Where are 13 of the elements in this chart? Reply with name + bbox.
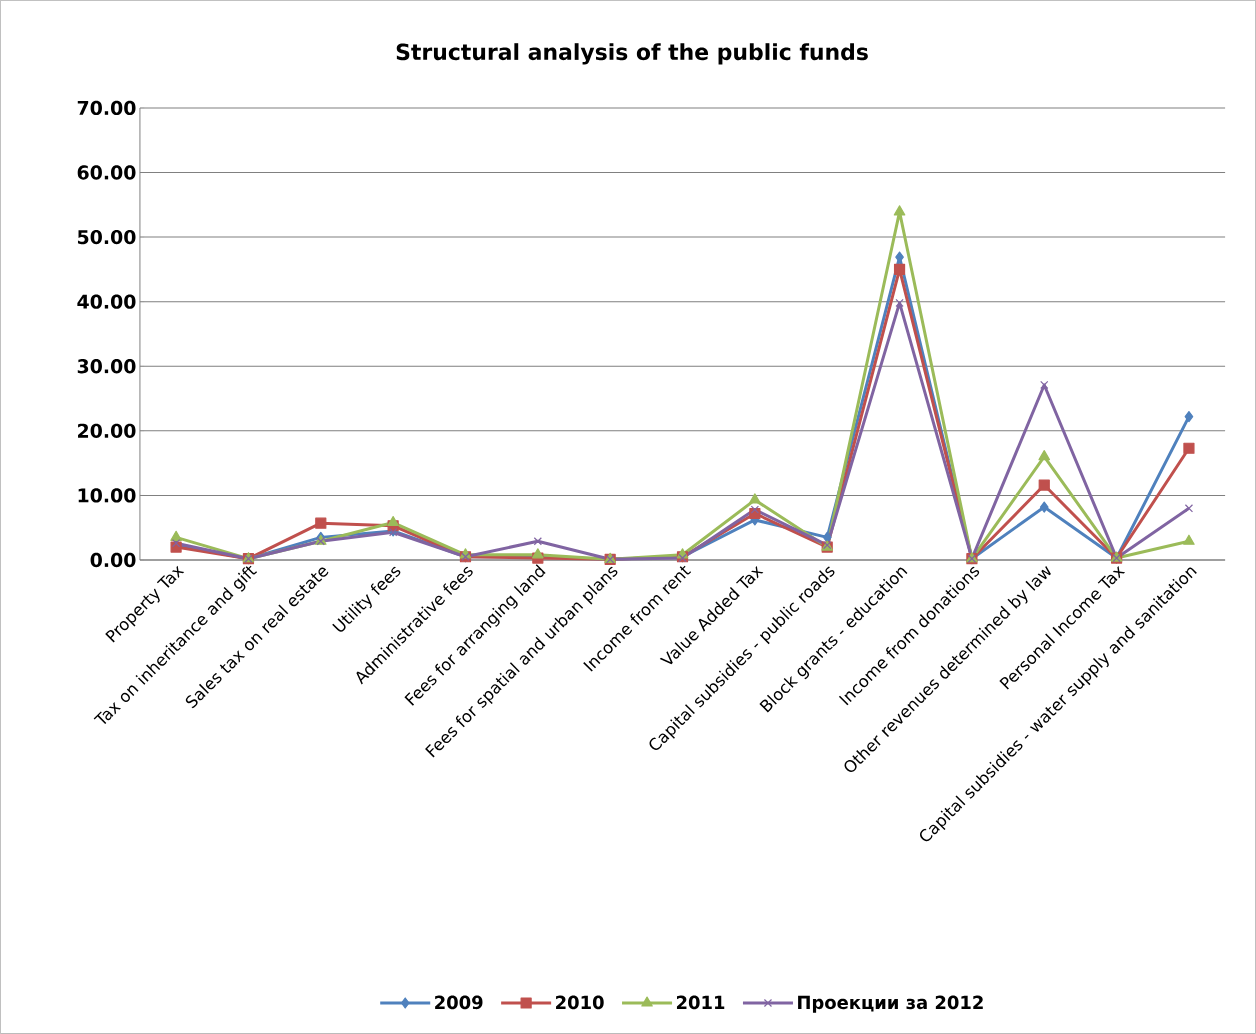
y-tick-label: 30.00 [77,359,136,374]
y-tick-label: 10.00 [78,488,136,503]
y-tick-label: 70.00 [77,100,136,116]
y-tick-label: 40.00 [77,294,136,309]
legend-label: Проекции за 2012 [798,995,983,1013]
y-tick-label: 60.00 [77,165,136,180]
chart-title: Structural analysis of the public funds [396,43,868,65]
y-tick-label: 20.00 [78,423,136,438]
legend-label: 2011 [676,995,725,1010]
y-tick-label: 0.00 [90,552,136,568]
legend-label: 2010 [556,995,604,1010]
legend-label: 2009 [435,995,483,1010]
y-tick-label: 50.00 [77,229,136,245]
